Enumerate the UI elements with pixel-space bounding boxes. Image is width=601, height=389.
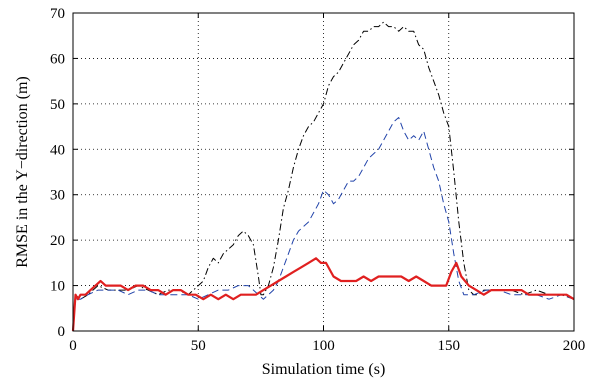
tick-layer: 0 50 100 150 200 0 10 20 30 40 50 60 70 (50, 6, 585, 354)
y-tick-label: 40 (50, 142, 65, 158)
y-axis-label: RMSE in the Y−direction (m) (14, 76, 31, 268)
y-tick-label: 20 (50, 233, 65, 249)
plot-frame (72, 12, 575, 332)
x-tick-label: 200 (563, 338, 586, 354)
series-line-dashdot (72, 21, 575, 332)
y-tick-label: 60 (50, 51, 65, 67)
y-tick-label: 0 (58, 324, 66, 340)
x-tick-label: 150 (438, 338, 461, 354)
x-tick-label: 100 (312, 338, 335, 354)
y-tick-label: 10 (50, 279, 65, 295)
grid-layer (73, 13, 574, 331)
y-tick-label: 30 (50, 188, 65, 204)
x-axis-label: Simulation time (s) (262, 361, 386, 378)
series-layer (71, 21, 575, 332)
series-line-solid (71, 257, 575, 332)
plot-area-border (72, 12, 575, 332)
x-tick-label: 50 (191, 338, 206, 354)
series-line-dashed (72, 117, 575, 332)
y-tick-label: 50 (50, 97, 65, 113)
y-tick-label: 70 (50, 6, 65, 22)
x-tick-label: 0 (69, 338, 77, 354)
